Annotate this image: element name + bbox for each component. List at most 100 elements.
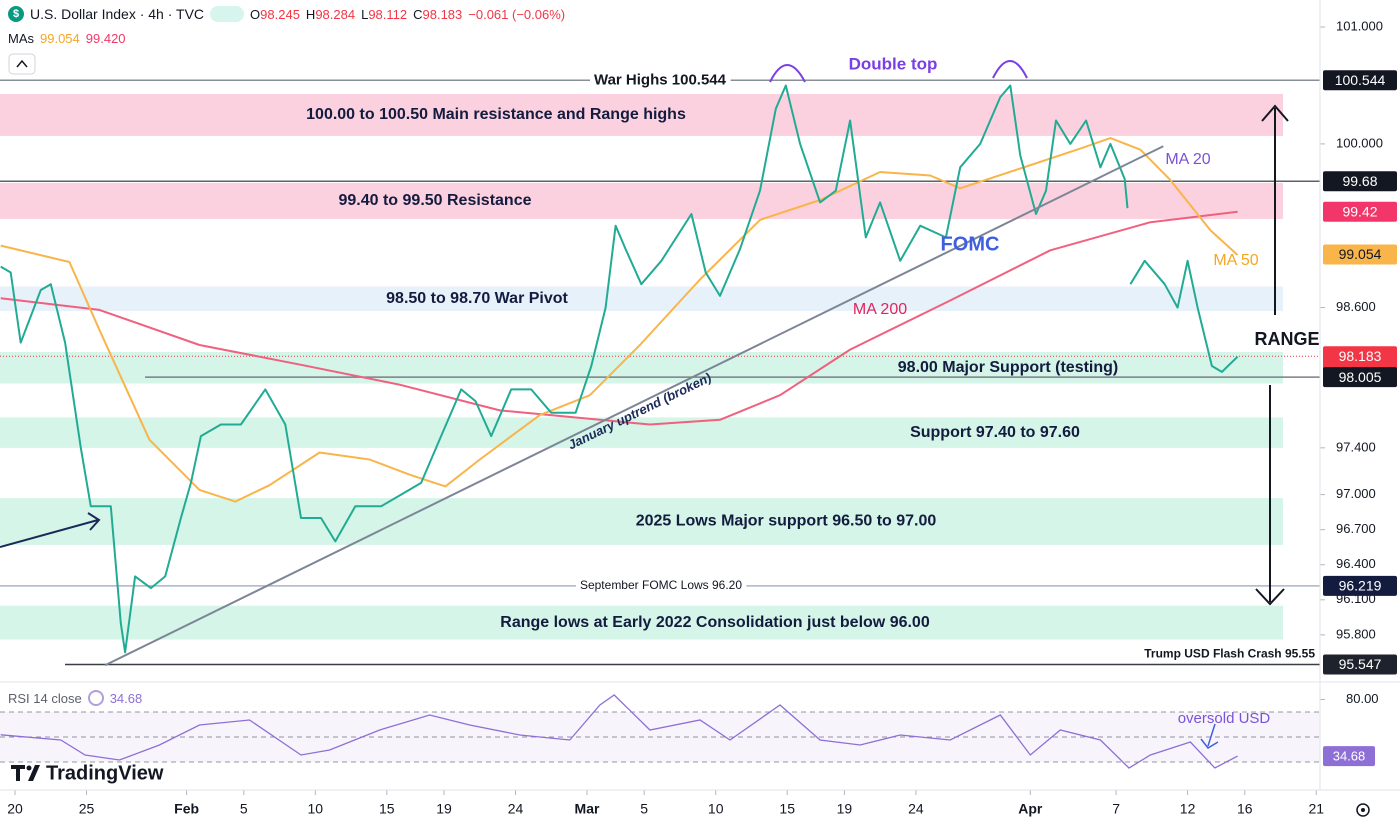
symbol-icon: $ xyxy=(8,6,24,22)
y-tick-label: 96.400 xyxy=(1336,556,1376,571)
price-badge-label: 99.68 xyxy=(1342,173,1377,189)
ohlc-item: H98.284 xyxy=(306,7,355,22)
zone-label: 98.00 Major Support (testing) xyxy=(898,359,1118,376)
y-tick-label: 98.600 xyxy=(1336,299,1376,314)
rsi-label: RSI 14 close xyxy=(8,690,82,706)
brand-logo xyxy=(11,765,40,781)
x-tick-label: 10 xyxy=(308,801,324,817)
rsi-badge-label: 34.68 xyxy=(1333,749,1366,764)
collapse-icon xyxy=(16,59,28,68)
x-tick-label: 15 xyxy=(779,801,795,817)
zone xyxy=(0,182,1283,219)
y-tick-label: 95.800 xyxy=(1336,626,1376,641)
ohlc-value: 98.284 xyxy=(315,6,356,22)
zone-label: 100.00 to 100.50 Main resistance and Ran… xyxy=(306,106,686,123)
ma-value: 99.420 xyxy=(85,31,126,46)
annotation: MA 20 xyxy=(1165,151,1210,168)
double-top-arc xyxy=(769,64,806,83)
y-tick-label: 96.700 xyxy=(1336,521,1376,536)
zone-label: Support 97.40 to 97.60 xyxy=(910,424,1080,441)
y-tick-label: 100.000 xyxy=(1336,135,1383,150)
rsi-badge xyxy=(1323,746,1375,767)
price-line xyxy=(0,84,1239,654)
x-tick-label: 24 xyxy=(508,801,524,817)
price-badge xyxy=(1323,367,1397,388)
y-tick-label: 97.000 xyxy=(1336,486,1376,501)
price-badge-label: 98.005 xyxy=(1339,369,1382,385)
x-tick-label: 10 xyxy=(708,801,724,817)
status-pill[interactable] xyxy=(210,6,245,22)
x-tick-label: 5 xyxy=(640,801,648,817)
zone-label: 99.40 to 99.50 Resistance xyxy=(338,192,531,209)
rsi-value: 34.68 xyxy=(109,690,143,706)
trendline xyxy=(104,145,1164,667)
moving-average xyxy=(0,137,1239,503)
price-badge-label: 95.547 xyxy=(1339,656,1382,672)
annotation: MA 50 xyxy=(1213,252,1258,269)
zone-label: 2025 Lows Major support 96.50 to 97.00 xyxy=(636,513,937,530)
x-tick-label: 24 xyxy=(908,801,924,817)
x-tick-label: Mar xyxy=(575,801,600,817)
price-change: −0.061 (−0.06%) xyxy=(468,6,566,22)
ohlc-item: L98.112 xyxy=(361,7,407,22)
rsi-line xyxy=(0,694,1238,769)
ohlc-value: 98.112 xyxy=(368,6,408,22)
zone xyxy=(0,498,1283,545)
zone-label: 98.50 to 98.70 War Pivot xyxy=(386,290,568,307)
brand-name: TradingView xyxy=(46,762,164,784)
symbol-header: $ U.S. Dollar Index · 4h · TVC O98.245 H9… xyxy=(8,6,565,22)
rsi-header: RSI 14 close 34.68 xyxy=(8,690,142,706)
annotation: FOMC xyxy=(941,233,1000,255)
level-label: War Highs 100.544 xyxy=(594,71,727,88)
symbol-title[interactable]: U.S. Dollar Index · 4h · TVC xyxy=(30,6,205,22)
price-badge xyxy=(1323,70,1397,91)
zone-label: Range lows at Early 2022 Consolidation j… xyxy=(500,614,930,631)
pointer-arrow xyxy=(1200,723,1219,749)
price-badge-label: 99.42 xyxy=(1342,203,1377,219)
collapse-button[interactable] xyxy=(8,53,36,75)
x-tick-label: Apr xyxy=(1018,801,1043,817)
price-badge xyxy=(1323,171,1397,192)
ma-label: MAs xyxy=(8,31,34,46)
price-badge xyxy=(1323,201,1397,222)
x-tick-label: Feb xyxy=(174,801,199,817)
settings-icon[interactable] xyxy=(1356,803,1370,817)
zone xyxy=(0,286,1283,312)
price-badge-label: 99.054 xyxy=(1339,246,1382,262)
double-top-arc xyxy=(992,60,1028,79)
ohlc-key: L xyxy=(361,6,369,22)
x-tick-label: 19 xyxy=(436,801,452,817)
x-tick-label: 12 xyxy=(1180,801,1196,817)
price-badge xyxy=(1323,575,1397,596)
x-tick-label: 16 xyxy=(1237,801,1253,817)
rsi-tick-label: 80.00 xyxy=(1346,691,1379,706)
level-label: September FOMC Lows 96.20 xyxy=(580,578,742,592)
x-tick-label: 20 xyxy=(7,801,23,817)
y-tick-label: 97.400 xyxy=(1336,439,1376,454)
zone xyxy=(0,93,1283,136)
x-tick-label: 7 xyxy=(1112,801,1120,817)
x-tick-label: 21 xyxy=(1308,801,1324,817)
ohlc-key: H xyxy=(305,6,316,22)
x-tick-label: 15 xyxy=(379,801,395,817)
price-badge-label: 96.219 xyxy=(1339,578,1382,594)
x-tick-label: 19 xyxy=(837,801,853,817)
moving-average xyxy=(0,210,1238,426)
price-badge-label: 100.544 xyxy=(1335,72,1386,88)
rsi-icon xyxy=(87,690,104,706)
pointer-arrow xyxy=(0,512,101,548)
price-badge xyxy=(1323,654,1397,675)
ohlc-value: 98.245 xyxy=(260,6,300,22)
ohlc-key: O xyxy=(250,6,261,22)
price-badge xyxy=(1323,244,1397,265)
annotation: oversold USD xyxy=(1178,710,1271,727)
level-label: Trump USD Flash Crash 95.55 xyxy=(1144,647,1315,661)
ma-value: 99.054 xyxy=(40,31,80,46)
zone xyxy=(0,417,1283,448)
x-tick-label: 5 xyxy=(240,801,248,817)
y-tick-label: 101.000 xyxy=(1336,18,1383,33)
ohlc-value: 98.183 xyxy=(422,6,463,22)
range-arrow xyxy=(1255,104,1289,606)
